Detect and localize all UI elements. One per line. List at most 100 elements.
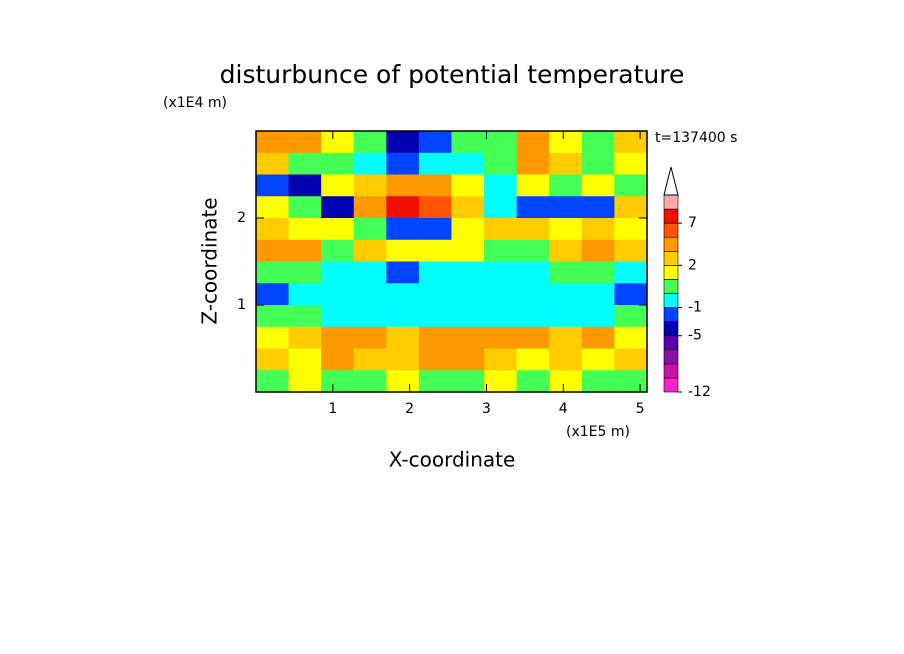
field-cell [386, 218, 420, 241]
field-cell [353, 152, 387, 175]
field-cell [614, 305, 648, 328]
field-cell [614, 261, 648, 284]
chart-title: disturbunce of potential temperature [220, 60, 685, 89]
field-cell [386, 131, 420, 154]
field-cell [484, 196, 518, 219]
field-cell [353, 326, 387, 349]
field-cell [451, 131, 485, 154]
field-cell [516, 152, 550, 175]
annotation: t=137400 s [655, 130, 737, 146]
field-cell [484, 152, 518, 175]
field-cell [451, 283, 485, 306]
colorbar-segment [663, 335, 679, 351]
field-cell [484, 305, 518, 328]
colorbar-segment [663, 265, 679, 280]
field-cell [614, 174, 648, 197]
field-cell [549, 196, 583, 219]
field-cell [386, 326, 420, 349]
field-cell [484, 326, 518, 349]
field-cell [549, 152, 583, 175]
plot-frame [255, 130, 648, 393]
field-cell [353, 174, 387, 197]
colorbar-label: -12 [688, 384, 711, 400]
field-cell [581, 152, 615, 175]
field-cell [516, 326, 550, 349]
field-cell [516, 305, 550, 328]
field-cell [516, 131, 550, 154]
field-cell [549, 131, 583, 154]
field-cell [353, 239, 387, 262]
colorbar-segment [663, 208, 679, 224]
field-cell [614, 326, 648, 349]
field-cell [256, 305, 290, 328]
field-cell [288, 348, 322, 371]
x-unit: (x1E5 m) [566, 424, 630, 440]
field-cell [256, 283, 290, 306]
field-cell [386, 174, 420, 197]
colorbar-segment [663, 222, 679, 238]
field-cell [581, 283, 615, 306]
field-cell [288, 261, 322, 284]
field-cell [288, 370, 322, 393]
field-cell [549, 283, 583, 306]
field-cell [256, 326, 290, 349]
field-cell [288, 283, 322, 306]
field-cell [353, 218, 387, 241]
colorbar-label: 7 [688, 215, 697, 231]
field-cell [549, 305, 583, 328]
colorbar-segment [663, 236, 679, 252]
field-cell [418, 152, 452, 175]
field-cell [614, 348, 648, 371]
colorbar-segment [663, 307, 679, 322]
x-tick-label: 1 [328, 401, 337, 417]
field-cell [516, 370, 550, 393]
field-cell [451, 196, 485, 219]
field-cell [418, 131, 452, 154]
x-tick-label: 5 [636, 401, 645, 417]
colorbar-segment [663, 250, 679, 266]
field-cell [516, 261, 550, 284]
field-cell [353, 283, 387, 306]
x-tick-label: 3 [482, 401, 491, 417]
field-cell [581, 348, 615, 371]
field-cell [386, 196, 420, 219]
field-cell [386, 283, 420, 306]
field-cell [614, 239, 648, 262]
field-cell [614, 218, 648, 241]
field-cell [516, 283, 550, 306]
field-cell [321, 218, 355, 241]
field-cell [353, 370, 387, 393]
field-cell [451, 326, 485, 349]
field-cell [256, 152, 290, 175]
field-cell [321, 131, 355, 154]
field-cell [321, 174, 355, 197]
x-tick-label: 4 [559, 401, 568, 417]
field-cell [353, 131, 387, 154]
field-cell [321, 196, 355, 219]
colorbar-segment [663, 377, 679, 393]
field-cell [614, 283, 648, 306]
field-cell [321, 326, 355, 349]
field-cell [288, 174, 322, 197]
field-cell [418, 196, 452, 219]
field-cell [288, 152, 322, 175]
field-cell [288, 131, 322, 154]
field-cell [549, 261, 583, 284]
field-cell [484, 283, 518, 306]
field-cell [484, 218, 518, 241]
field-cell [451, 152, 485, 175]
field-cell [516, 239, 550, 262]
field-cell [418, 326, 452, 349]
field-cell [256, 131, 290, 154]
field-cell [516, 174, 550, 197]
field-cell [451, 348, 485, 371]
field-cell [451, 305, 485, 328]
field-cell [614, 196, 648, 219]
field-cell [288, 305, 322, 328]
field-cell [353, 305, 387, 328]
field-cell [418, 174, 452, 197]
field-cell [256, 196, 290, 219]
field-cell [418, 283, 452, 306]
colorbar-label: -1 [688, 300, 702, 316]
colorbar-segment [663, 293, 679, 308]
